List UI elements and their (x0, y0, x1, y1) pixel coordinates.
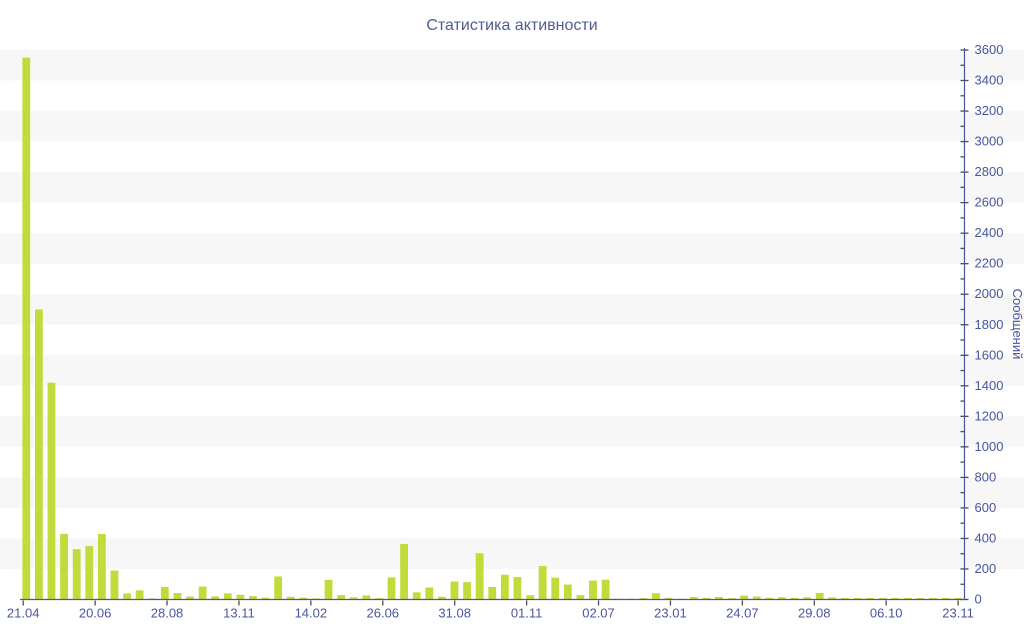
svg-text:3000: 3000 (975, 134, 1004, 149)
svg-text:0: 0 (975, 592, 982, 607)
svg-text:1000: 1000 (975, 439, 1004, 454)
svg-text:24.07: 24.07 (726, 606, 759, 621)
svg-text:800: 800 (975, 469, 997, 484)
svg-text:600: 600 (975, 500, 997, 515)
svg-text:28.08: 28.08 (151, 606, 184, 621)
svg-text:23.01: 23.01 (654, 606, 687, 621)
svg-text:01.11: 01.11 (511, 606, 543, 621)
svg-text:02.07: 02.07 (582, 606, 615, 621)
svg-text:3400: 3400 (975, 73, 1004, 88)
svg-text:29.08: 29.08 (798, 606, 831, 621)
svg-text:3600: 3600 (975, 42, 1004, 57)
svg-text:26.06: 26.06 (367, 606, 400, 621)
svg-text:2600: 2600 (975, 195, 1004, 210)
svg-text:14.02: 14.02 (295, 606, 328, 621)
svg-text:1400: 1400 (975, 378, 1004, 393)
svg-text:400: 400 (975, 530, 997, 545)
svg-text:2800: 2800 (975, 164, 1004, 179)
svg-text:2200: 2200 (975, 256, 1004, 271)
svg-text:200: 200 (975, 561, 997, 576)
svg-text:1600: 1600 (975, 347, 1004, 362)
svg-text:1800: 1800 (975, 317, 1004, 332)
svg-text:23.11: 23.11 (942, 606, 974, 621)
svg-text:20.06: 20.06 (79, 606, 112, 621)
svg-text:13.11: 13.11 (223, 606, 255, 621)
svg-text:2000: 2000 (975, 286, 1004, 301)
svg-text:1200: 1200 (975, 408, 1004, 423)
svg-text:06.10: 06.10 (870, 606, 903, 621)
svg-text:2400: 2400 (975, 225, 1004, 240)
svg-text:21.04: 21.04 (7, 606, 40, 621)
svg-text:3200: 3200 (975, 103, 1004, 118)
svg-text:31.08: 31.08 (438, 606, 471, 621)
svg-text:Сообщений: Сообщений (1010, 289, 1024, 360)
